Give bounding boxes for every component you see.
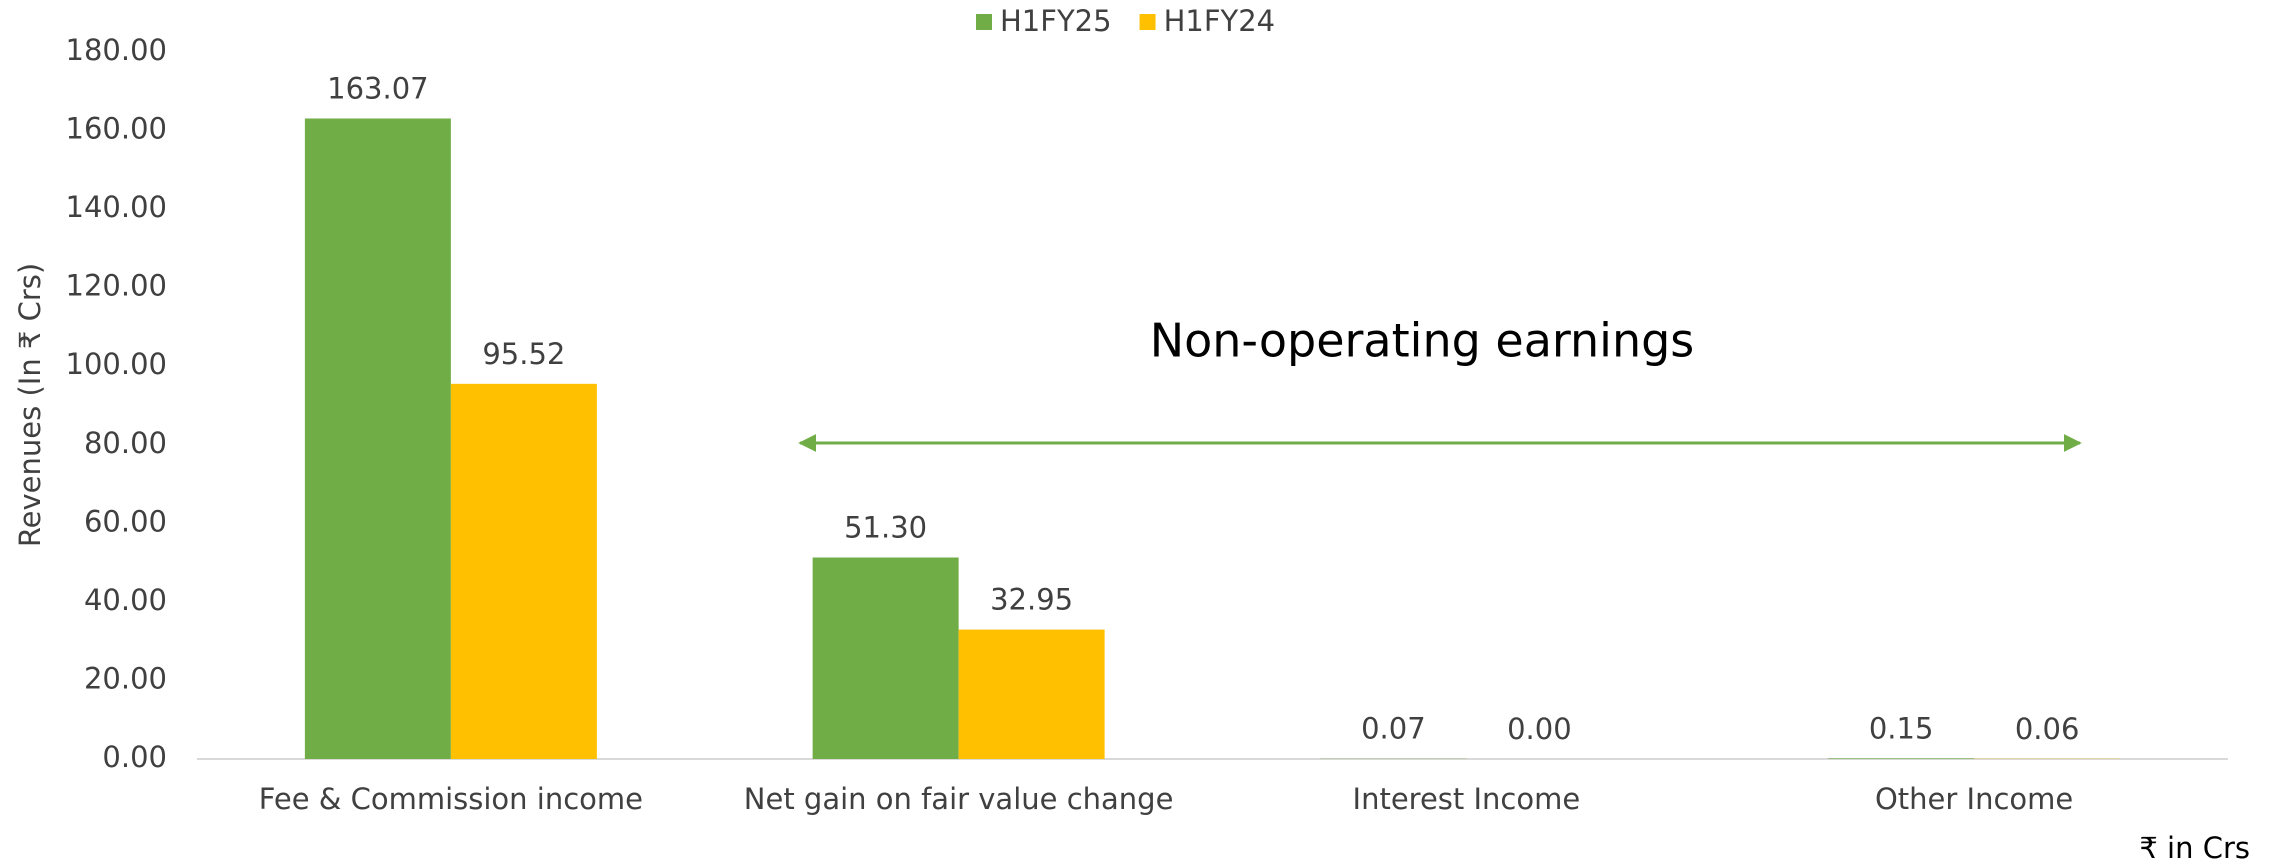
bar <box>304 118 451 760</box>
bar <box>1828 758 1975 759</box>
data-label: 163.07 <box>327 71 428 105</box>
y-tick-label: 80.00 <box>84 426 167 460</box>
data-label: 0.06 <box>2015 712 2080 746</box>
y-tick-label: 160.00 <box>66 112 167 146</box>
y-tick-label: 180.00 <box>66 33 167 67</box>
x-tick-label: Other Income <box>1875 782 2073 816</box>
x-tick-label: Net gain on fair value change <box>744 782 1174 816</box>
data-label: 0.15 <box>1869 711 1934 745</box>
legend-swatch <box>976 14 992 30</box>
data-label: 0.07 <box>1361 712 1426 746</box>
y-tick-label: 120.00 <box>66 269 167 303</box>
y-tick-label: 140.00 <box>66 190 167 224</box>
data-label: 32.95 <box>990 583 1073 617</box>
x-tick-label: Fee & Commission income <box>259 782 643 816</box>
unit-note: ₹ in Crs <box>2139 831 2250 860</box>
y-tick-label: 20.00 <box>84 661 167 695</box>
legend-swatch <box>1139 14 1156 30</box>
data-label: 95.52 <box>482 337 565 371</box>
bar <box>958 629 1105 759</box>
y-axis-label: Revenues (In ₹ Crs) <box>13 263 47 547</box>
data-label: 0.00 <box>1507 712 1572 746</box>
data-label: 51.30 <box>844 511 927 545</box>
x-tick-label: Interest Income <box>1353 782 1581 816</box>
y-tick-label: 100.00 <box>66 347 167 381</box>
y-tick-label: 60.00 <box>84 504 167 538</box>
y-tick-label: 40.00 <box>84 583 167 617</box>
legend-label: H1FY25 <box>1000 4 1112 38</box>
annotation: Non-operating earnings <box>1150 314 1695 368</box>
y-tick-label: 0.00 <box>102 740 167 774</box>
legend-label: H1FY24 <box>1164 4 1276 38</box>
bar <box>450 383 597 759</box>
bar <box>812 557 959 759</box>
